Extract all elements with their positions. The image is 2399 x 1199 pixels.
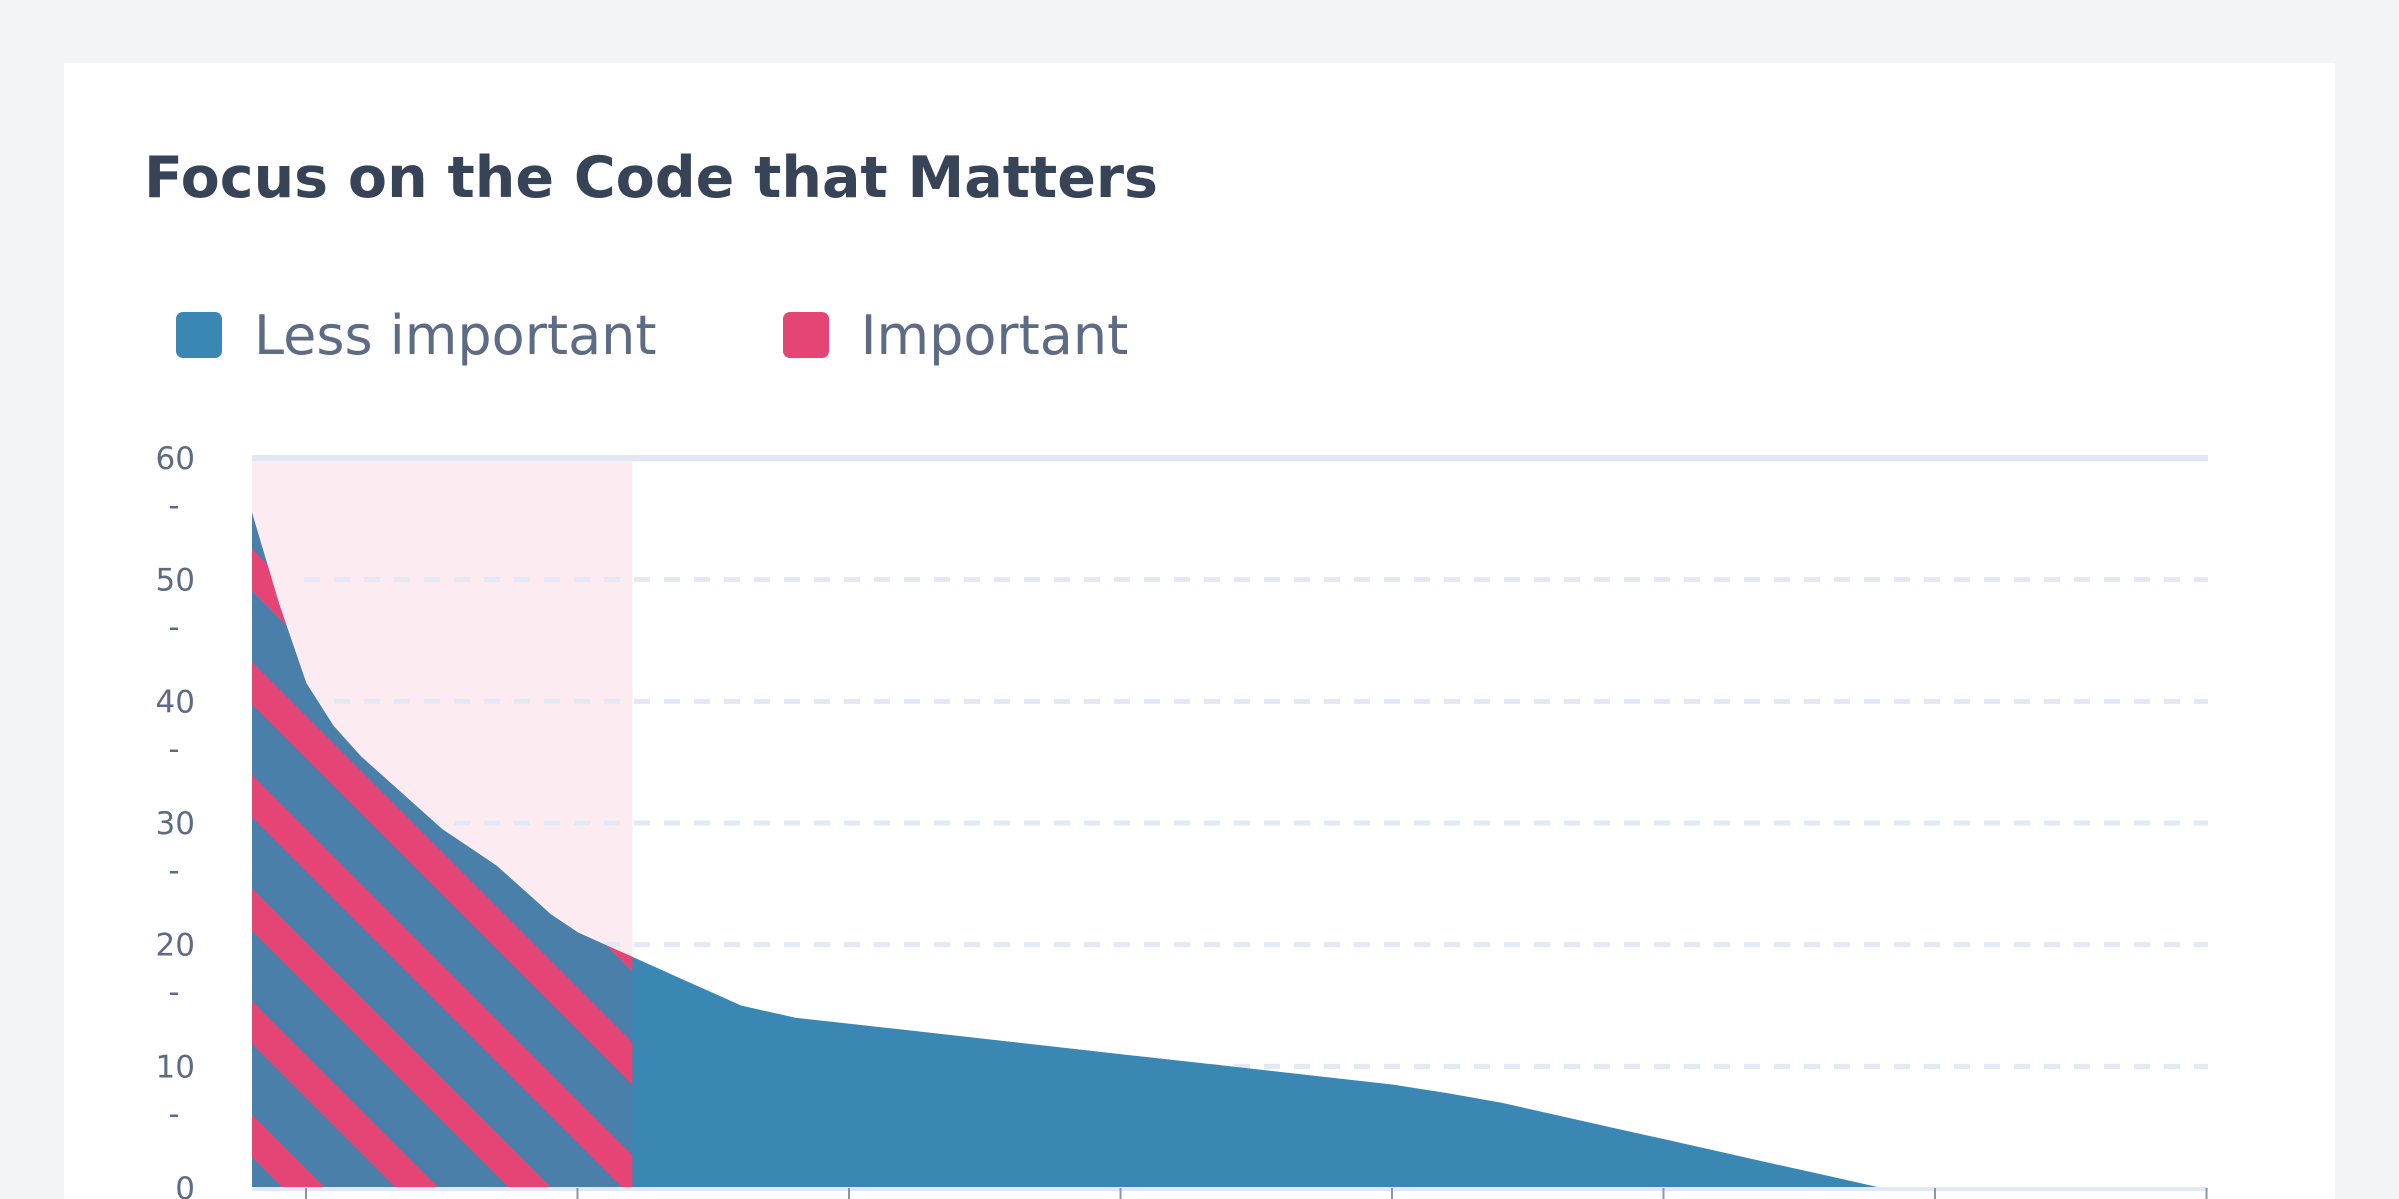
- y-tick-dash-60: -: [168, 488, 179, 524]
- legend-item-important[interactable]: Important: [782, 303, 1129, 367]
- y-tick-label-30: 30: [156, 806, 195, 842]
- legend-swatch-important: [782, 312, 829, 358]
- y-tick-label-10: 10: [156, 1049, 195, 1085]
- y-tick-label-60: 60: [156, 441, 195, 477]
- y-tick-label-20: 20: [156, 928, 195, 964]
- y-tick-dash-40: -: [168, 731, 179, 767]
- y-tick-label-0: 0: [175, 1171, 195, 1199]
- legend-label-less-important: Less important: [254, 303, 657, 367]
- series-area-less-important: [252, 512, 1882, 1188]
- y-tick-label-40: 40: [156, 684, 195, 720]
- y-tick-dash-50: -: [168, 610, 179, 646]
- chart-title: Focus on the Code that Matters: [144, 145, 1158, 211]
- legend-swatch-less-important: [176, 312, 222, 358]
- chart-legend: Less important Important: [176, 295, 1254, 375]
- y-tick-dash-30: -: [168, 853, 179, 889]
- y-tick-dash-20: -: [168, 975, 179, 1011]
- y-tick-dash-10: -: [168, 1096, 179, 1132]
- series-area-important: [252, 512, 633, 1188]
- y-tick-label-50: 50: [156, 563, 195, 599]
- legend-item-less-important[interactable]: Less important: [176, 304, 657, 367]
- legend-label-important: Important: [860, 303, 1129, 367]
